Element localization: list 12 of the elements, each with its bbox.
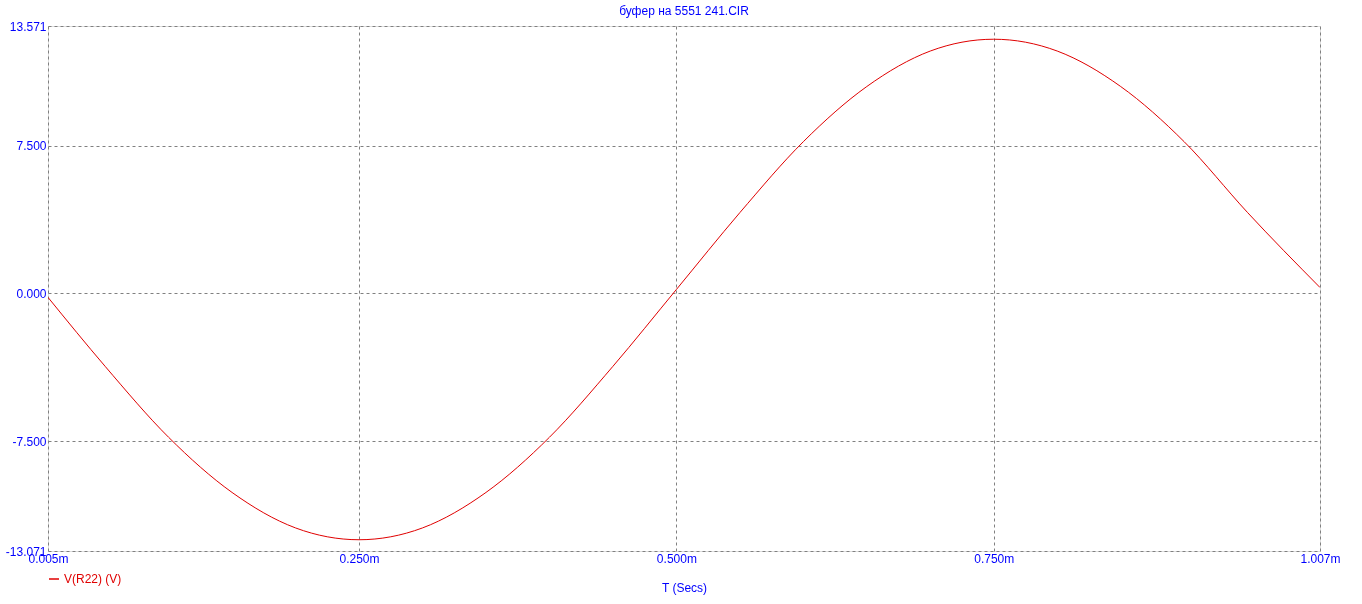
y-tick-label: -7.500 — [12, 434, 47, 449]
y-tick-label: 0.000 — [16, 286, 47, 301]
legend-label: V(R22) (V) — [64, 572, 122, 586]
y-tick-label: 7.500 — [16, 139, 47, 154]
line-series — [48, 38, 1320, 541]
x-tick-label: 0.500m — [656, 551, 697, 566]
x-tick-label: 0.750m — [974, 551, 1015, 566]
x-axis-title: T (Secs) — [661, 580, 708, 595]
y-tick-label: 13.571 — [9, 19, 47, 34]
x-tick-label: 0.250m — [339, 551, 380, 566]
x-tick-label: 1.007m — [1300, 551, 1341, 566]
chart-title: буфер на 5551 241.CIR — [619, 4, 750, 18]
